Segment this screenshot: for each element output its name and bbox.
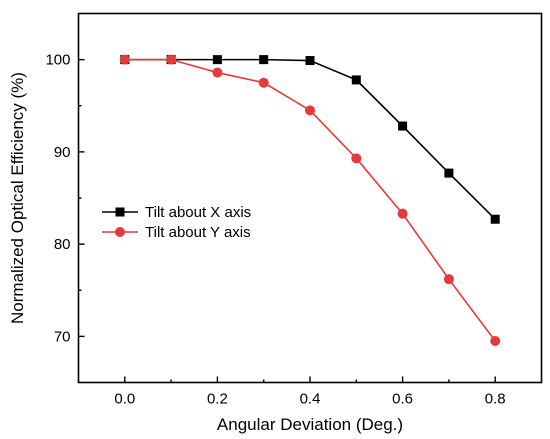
legend-item: Tilt about Y axis	[102, 224, 251, 241]
x-tick-label: 0.0	[114, 391, 135, 408]
data-point-circle	[119, 54, 130, 65]
x-axis-title: Angular Deviation (Deg.)	[217, 415, 403, 434]
y-tick-label: 100	[45, 52, 70, 69]
data-point-square	[398, 121, 408, 131]
series-circle	[119, 54, 501, 346]
data-point-circle	[443, 274, 454, 285]
y-tick-label: 70	[54, 328, 71, 345]
data-point-circle	[115, 227, 125, 237]
data-point-square	[490, 214, 500, 224]
data-point-circle	[305, 105, 315, 116]
x-tick-label: 0.6	[392, 391, 413, 408]
y-tick-label: 80	[54, 236, 71, 253]
series-square	[120, 55, 500, 224]
x-tick-label: 0.8	[485, 391, 506, 408]
data-point-circle	[490, 335, 501, 346]
data-point-square	[259, 55, 269, 65]
series-line	[124, 58, 496, 342]
legend-label: Tilt about Y axis	[145, 224, 251, 241]
y-axis-ticks: 70 80 90 100	[45, 52, 85, 345]
data-point-circle	[212, 67, 223, 78]
plot-frame	[77, 12, 543, 384]
y-axis-title: Normalized Optical Efficiency (%)	[8, 72, 27, 324]
legend-item: Tilt about X axis	[102, 204, 251, 221]
data-point-circle	[258, 77, 269, 88]
data-point-square	[444, 168, 454, 178]
data-point-square	[115, 207, 125, 217]
data-point-square	[351, 75, 361, 85]
data-point-square	[305, 56, 315, 66]
data-point-square	[212, 55, 222, 65]
series-line	[124, 58, 496, 220]
data-point-circle	[397, 208, 408, 219]
x-axis-ticks: 0.0 0.2 0.4 0.6 0.8	[77, 376, 506, 408]
x-tick-label: 0.4	[300, 391, 321, 408]
legend-label: Tilt about X axis	[145, 204, 251, 221]
data-point-circle	[351, 153, 362, 164]
x-tick-label: 0.2	[207, 391, 228, 408]
legend: Tilt about X axis Tilt about Y axis	[102, 204, 251, 241]
y-tick-label: 90	[54, 144, 71, 161]
data-point-circle	[166, 54, 177, 65]
series-layer	[119, 54, 501, 346]
